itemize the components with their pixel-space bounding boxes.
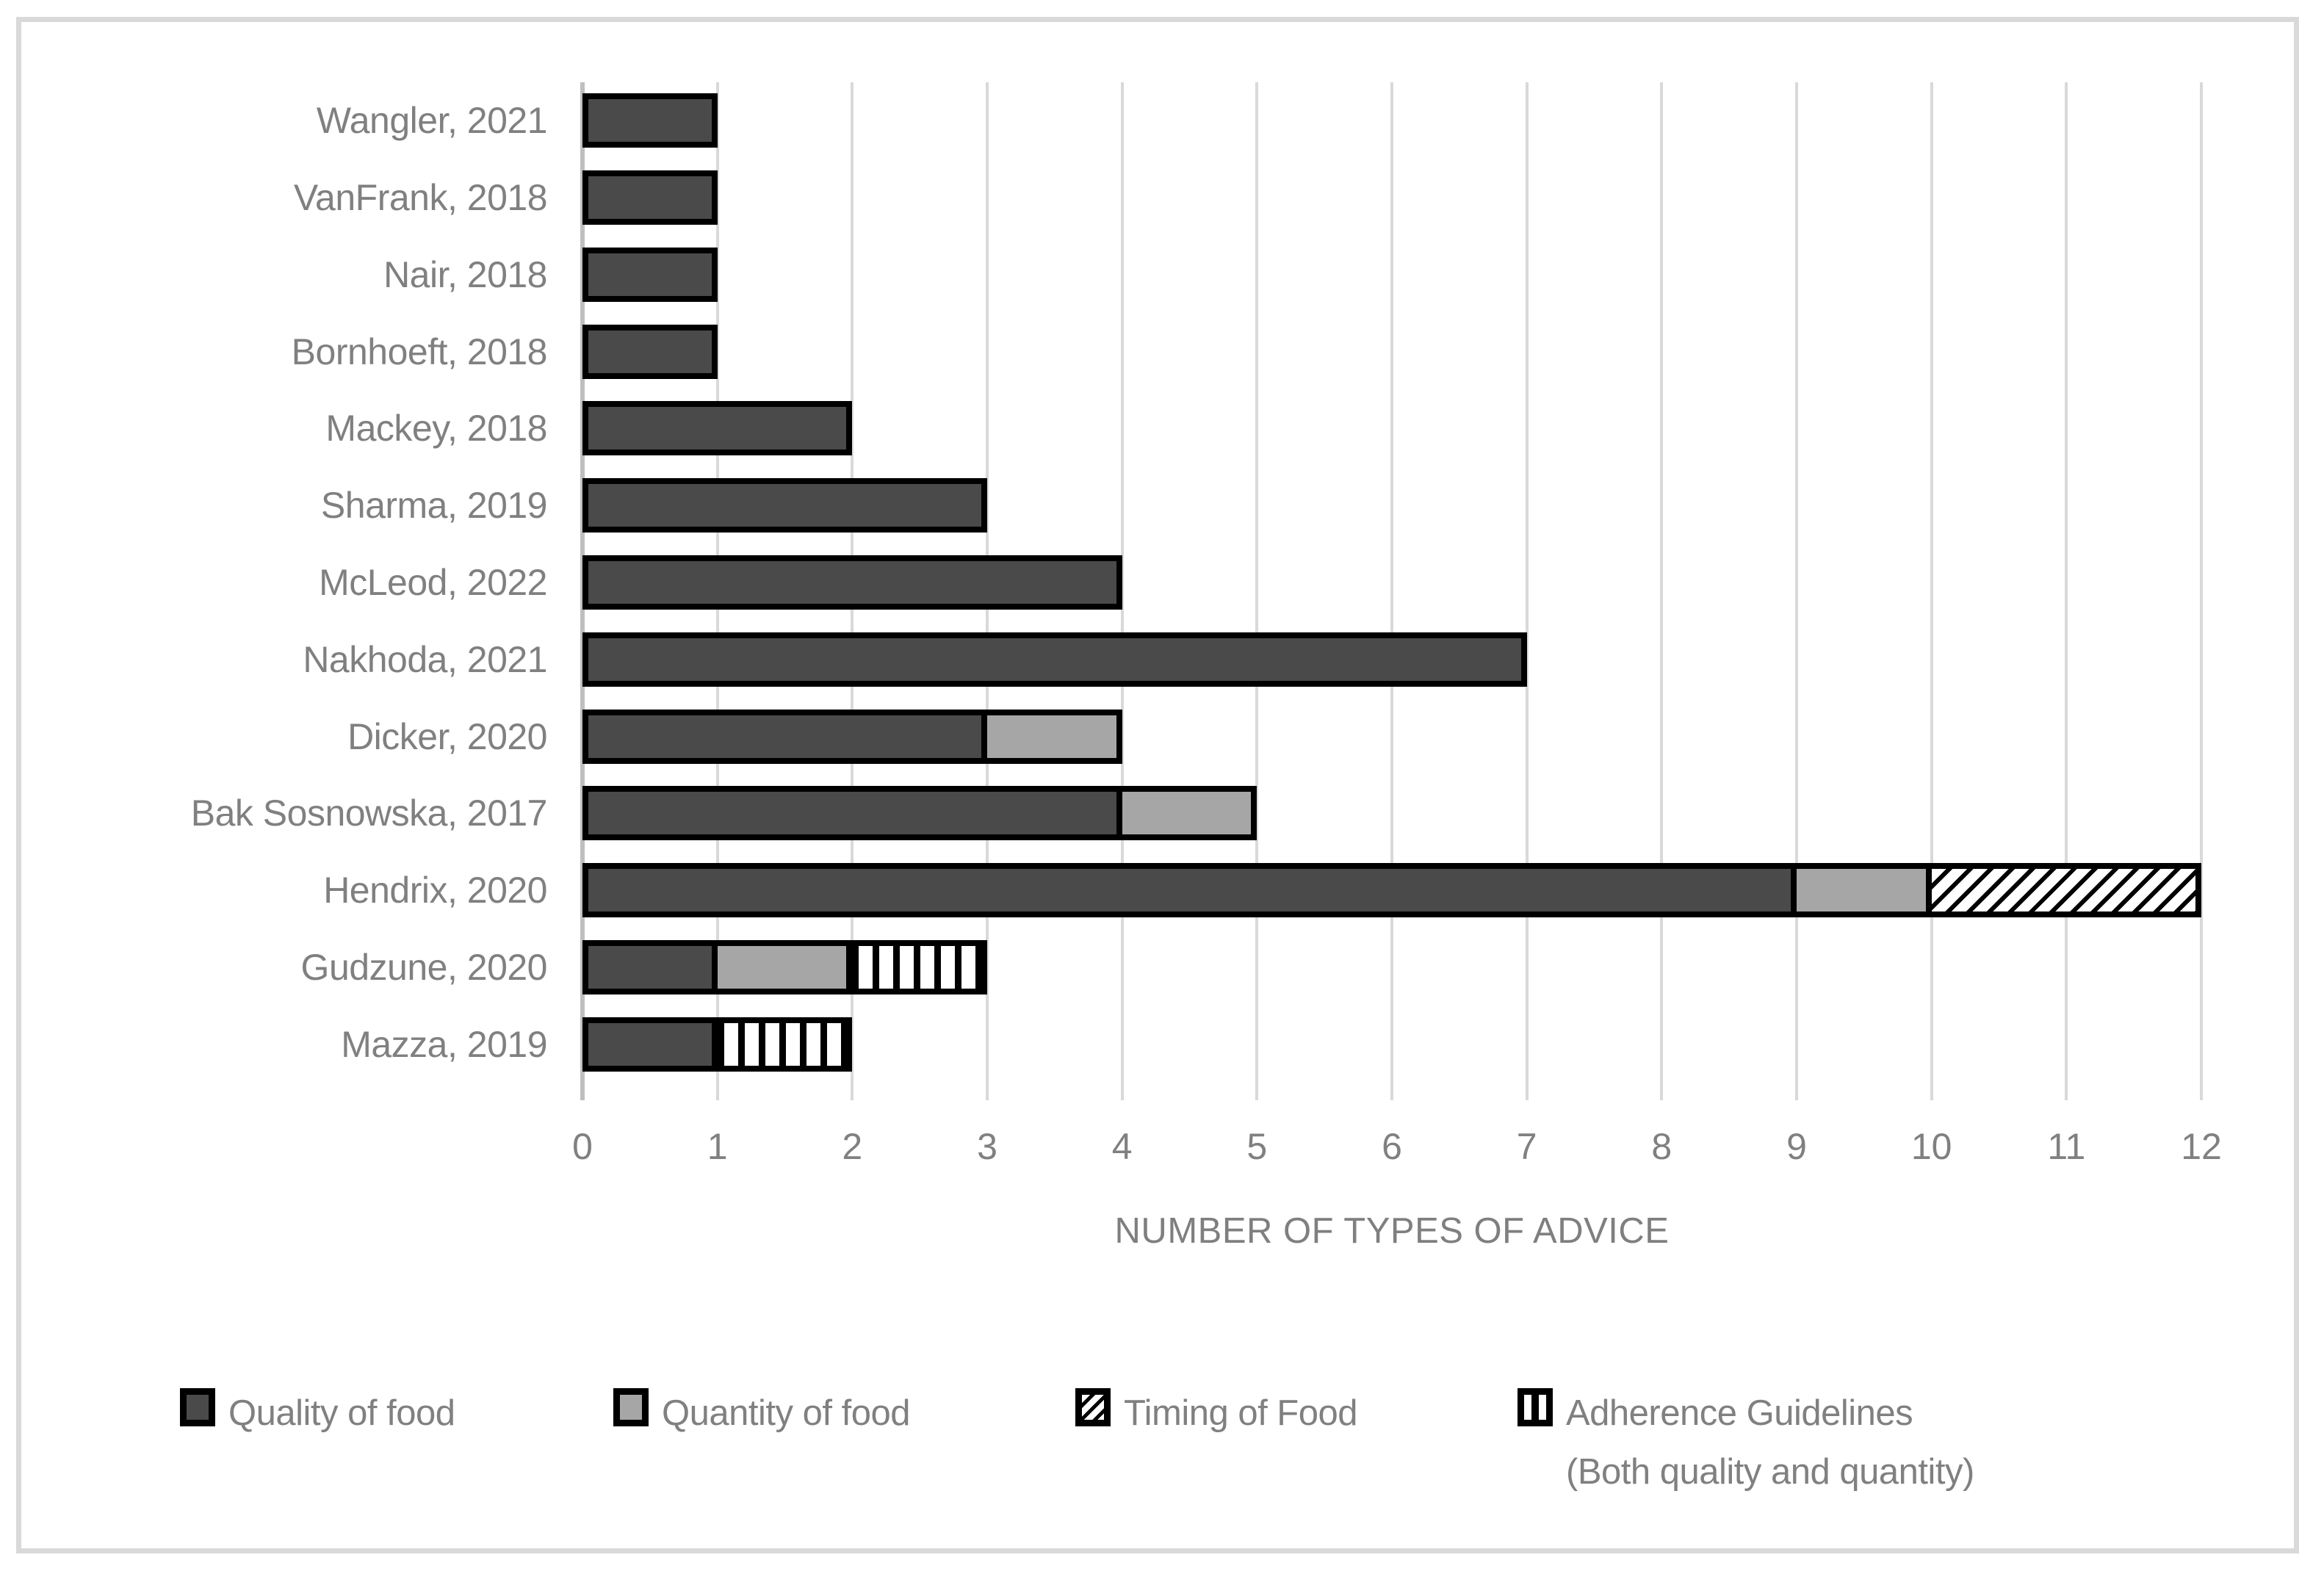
bar-row xyxy=(582,786,2201,841)
category-label: Nair, 2018 xyxy=(383,253,547,295)
x-tick-label: 10 xyxy=(1910,1126,1952,1167)
category-label: Mazza, 2019 xyxy=(341,1023,547,1065)
legend-item-vertical-stripes: Adherence Guidelines (Both quality and q… xyxy=(1518,1384,1974,1501)
x-tick-label: 6 xyxy=(1382,1126,1402,1167)
bar-row xyxy=(582,93,2201,148)
bar-segment-solid-gray xyxy=(1116,786,1257,841)
bar-row xyxy=(582,247,2201,302)
chart-frame-border xyxy=(16,17,2299,1553)
category-label: Hendrix, 2020 xyxy=(323,870,547,911)
legend-label: Adherence Guidelines (Both quality and q… xyxy=(1566,1393,1974,1492)
bar-segment-vertical-stripes xyxy=(846,939,987,994)
bar-row xyxy=(582,555,2201,610)
grid-line xyxy=(1660,82,1664,1100)
category-label: Gudzune, 2020 xyxy=(300,946,548,988)
x-tick-label: 5 xyxy=(1246,1126,1268,1167)
bar-row xyxy=(582,170,2201,225)
grid-line xyxy=(1930,82,1933,1100)
x-axis-title: NUMBER OF TYPES OF ADVICE xyxy=(1114,1211,1670,1251)
category-label: Sharma, 2019 xyxy=(320,485,548,527)
bar-row xyxy=(582,709,2201,764)
x-tick-label: 8 xyxy=(1651,1126,1672,1167)
category-label: Nakhoda, 2021 xyxy=(303,638,547,680)
x-tick-label: 12 xyxy=(2181,1126,2222,1167)
x-tick-label: 3 xyxy=(977,1126,997,1167)
legend-label: Timing of Food xyxy=(1124,1393,1357,1433)
grid-line xyxy=(1255,82,1259,1100)
bar-segment-solid-dark xyxy=(582,555,1122,610)
bar-segment-solid-dark xyxy=(582,478,987,533)
bar-segment-solid-dark xyxy=(582,93,718,148)
bar-row xyxy=(582,478,2201,533)
grid-line xyxy=(1390,82,1393,1100)
x-tick-label: 0 xyxy=(572,1126,593,1167)
bar-row xyxy=(582,324,2201,379)
x-tick-label: 4 xyxy=(1111,1126,1133,1167)
legend-item-diagonal-hatch: Timing of Food xyxy=(1075,1384,1357,1443)
bar-row xyxy=(582,632,2201,687)
bar-row xyxy=(582,939,2201,994)
grid-line xyxy=(1795,82,1798,1100)
bar-segment-vertical-stripes xyxy=(711,1017,853,1072)
category-label: Dicker, 2020 xyxy=(347,715,547,757)
bar-segment-solid-dark xyxy=(582,247,718,302)
grid-line xyxy=(2200,82,2203,1100)
legend-swatch-solid-gray xyxy=(613,1388,649,1426)
x-tick-label: 7 xyxy=(1516,1126,1537,1167)
category-label: Mackey, 2018 xyxy=(325,408,547,450)
category-label: Bak Sosnowska, 2017 xyxy=(190,793,548,834)
bar-segment-solid-dark xyxy=(582,324,718,379)
bar-segment-solid-gray xyxy=(981,709,1122,764)
x-tick-label: 9 xyxy=(1786,1126,1807,1167)
legend-label: Quantity of food xyxy=(662,1393,910,1433)
x-tick-label: 11 xyxy=(2047,1126,2086,1167)
legend-label: Quality of food xyxy=(228,1393,455,1433)
bar-segment-solid-dark xyxy=(582,632,1527,687)
x-tick-label: 2 xyxy=(842,1126,863,1167)
legend-item-solid-gray: Quantity of food xyxy=(613,1384,910,1443)
legend-swatch-vertical-stripes xyxy=(1518,1388,1553,1426)
category-label: VanFrank, 2018 xyxy=(293,177,548,219)
grid-line xyxy=(1525,82,1529,1100)
category-label: Bornhoeft, 2018 xyxy=(291,331,548,372)
bar-segment-solid-dark xyxy=(582,939,718,994)
x-tick-label: 1 xyxy=(707,1126,728,1167)
category-label: Wangler, 2021 xyxy=(316,100,548,142)
bar-segment-diagonal-hatch xyxy=(1925,863,2201,918)
bar-segment-solid-dark xyxy=(582,401,853,456)
grid-line xyxy=(1120,82,1124,1100)
bar-row xyxy=(582,401,2201,456)
bar-segment-solid-dark xyxy=(582,709,987,764)
legend-item-solid-dark: Quality of food xyxy=(180,1384,455,1443)
legend-swatch-solid-dark xyxy=(180,1388,215,1426)
bar-row xyxy=(582,1017,2201,1072)
legend-swatch-diagonal-hatch xyxy=(1075,1388,1111,1426)
bar-segment-solid-dark xyxy=(582,863,1797,918)
bar-segment-solid-dark xyxy=(582,170,718,225)
category-label: McLeod, 2022 xyxy=(319,562,547,603)
bar-segment-solid-dark xyxy=(582,786,1122,841)
grid-line xyxy=(2065,82,2068,1100)
bar-row xyxy=(582,863,2201,918)
